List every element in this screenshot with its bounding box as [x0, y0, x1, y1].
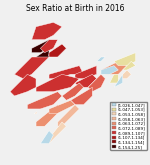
Polygon shape	[49, 66, 84, 79]
Polygon shape	[97, 57, 105, 61]
Title: Sex Ratio at Birth in 2016: Sex Ratio at Birth in 2016	[26, 4, 124, 13]
Polygon shape	[114, 53, 136, 66]
Polygon shape	[123, 61, 136, 70]
Polygon shape	[75, 66, 97, 79]
Polygon shape	[101, 61, 127, 74]
Polygon shape	[62, 83, 84, 100]
Polygon shape	[88, 74, 105, 92]
Polygon shape	[40, 131, 53, 144]
Polygon shape	[71, 87, 92, 105]
Legend: [1.026,1.047], (1.047,1.053], (1.053,1.058], (1.058,1.063], (1.063,1.072], (1.07: [1.026,1.047], (1.047,1.053], (1.053,1.0…	[110, 102, 147, 150]
Polygon shape	[45, 122, 66, 144]
Polygon shape	[32, 40, 49, 53]
Polygon shape	[49, 44, 66, 57]
Polygon shape	[40, 40, 58, 53]
Polygon shape	[58, 105, 79, 126]
Polygon shape	[36, 105, 62, 126]
Polygon shape	[14, 57, 49, 79]
Polygon shape	[101, 66, 118, 74]
Polygon shape	[49, 100, 75, 113]
Polygon shape	[27, 92, 62, 109]
Polygon shape	[36, 74, 79, 92]
Polygon shape	[75, 74, 97, 87]
Polygon shape	[118, 70, 131, 79]
Polygon shape	[114, 74, 123, 87]
Polygon shape	[36, 48, 49, 61]
Polygon shape	[34, 112, 37, 114]
Polygon shape	[48, 53, 51, 55]
Polygon shape	[110, 74, 118, 83]
Polygon shape	[32, 22, 62, 40]
Polygon shape	[10, 74, 36, 96]
